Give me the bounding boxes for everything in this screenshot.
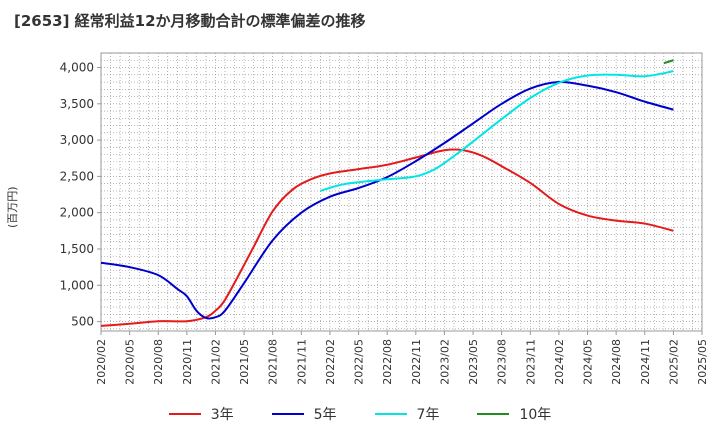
legend: 3年 5年 7年 10年 bbox=[0, 404, 720, 424]
x-tick-label: 2022/11 bbox=[410, 339, 423, 385]
y-tick-label: 3,000 bbox=[60, 133, 94, 147]
legend-label: 3年 bbox=[210, 407, 234, 423]
x-tick-label: 2025/02 bbox=[667, 339, 680, 385]
legend-label: 7年 bbox=[416, 407, 440, 423]
x-tick-label: 2023/11 bbox=[524, 339, 537, 385]
legend-label: 10年 bbox=[519, 407, 552, 423]
x-tick-label: 2022/02 bbox=[324, 339, 337, 385]
legend-swatch bbox=[271, 413, 304, 415]
x-tick-label: 2022/08 bbox=[381, 339, 394, 385]
y-tick-label: 3,500 bbox=[60, 97, 94, 111]
y-tick-label: 500 bbox=[71, 315, 94, 329]
series-line-4 bbox=[663, 59, 674, 65]
x-tick-label: 2021/02 bbox=[209, 339, 222, 385]
y-tick-label: 2,000 bbox=[60, 206, 94, 220]
x-tick-label: 2020/11 bbox=[181, 339, 194, 385]
x-tick-label: 2024/02 bbox=[553, 339, 566, 385]
x-tick-label: 2023/08 bbox=[496, 339, 509, 385]
legend-item: 7年 bbox=[374, 404, 440, 424]
chart-title: [2653] 経常利益12か月移動合計の標準偏差の推移 bbox=[14, 12, 366, 30]
x-tick-label: 2020/05 bbox=[124, 339, 137, 385]
x-tick-label: 2020/02 bbox=[95, 339, 108, 385]
y-tick-label: 4,000 bbox=[60, 61, 94, 75]
x-tick-label: 2021/11 bbox=[295, 339, 308, 385]
legend-item: 3年 bbox=[168, 404, 234, 424]
legend-swatch bbox=[374, 413, 407, 415]
series-line-3 bbox=[320, 70, 674, 192]
y-tick-label: 1,000 bbox=[60, 278, 94, 292]
legend-swatch bbox=[477, 413, 510, 415]
x-tick-label: 2020/08 bbox=[152, 339, 165, 385]
y-tick-label: 1,500 bbox=[60, 242, 94, 256]
series-line-1 bbox=[100, 148, 674, 327]
x-tick-label: 2023/05 bbox=[467, 339, 480, 385]
x-tick-label: 2023/02 bbox=[438, 339, 451, 385]
legend-swatch bbox=[168, 413, 201, 415]
legend-item: 5年 bbox=[271, 404, 337, 424]
legend-label: 5年 bbox=[313, 407, 337, 423]
x-tick-label: 2024/05 bbox=[582, 339, 595, 385]
x-tick-label: 2024/11 bbox=[639, 339, 652, 385]
x-tick-label: 2021/08 bbox=[267, 339, 280, 385]
plot-area bbox=[100, 52, 703, 332]
x-tick-label: 2025/05 bbox=[696, 339, 709, 385]
x-tick-label: 2022/05 bbox=[353, 339, 366, 385]
x-tick-label: 2021/05 bbox=[238, 339, 251, 385]
x-tick-label: 2024/08 bbox=[610, 339, 623, 385]
y-tick-label: 2,500 bbox=[60, 169, 94, 183]
legend-item: 10年 bbox=[477, 404, 551, 424]
